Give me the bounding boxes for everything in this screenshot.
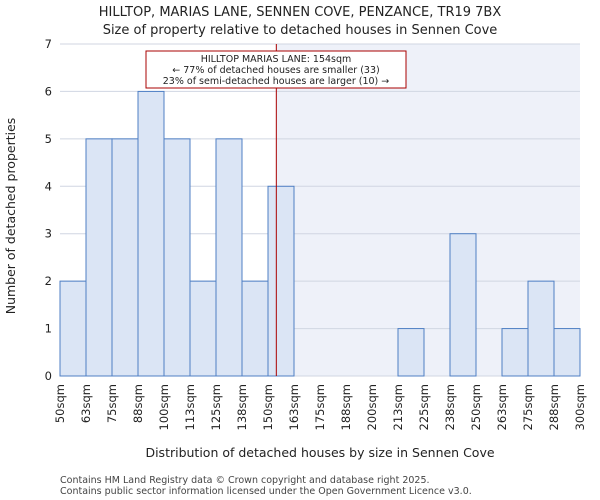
x-tick-label: 263sqm xyxy=(495,384,509,430)
bar xyxy=(111,138,139,377)
x-tick-label: 113sqm xyxy=(183,384,197,430)
annotation-box: HILLTOP MARIAS LANE: 154sqm ← 77% of det… xyxy=(145,50,407,89)
bar xyxy=(449,233,477,377)
x-tick-label: 163sqm xyxy=(287,384,301,430)
y-axis-label: Number of detached properties xyxy=(3,118,18,315)
bars xyxy=(59,90,581,377)
bar xyxy=(553,328,581,377)
annotation-line-2: ← 77% of detached houses are smaller (33… xyxy=(172,65,379,76)
x-tick-label: 100sqm xyxy=(157,384,171,430)
footer-line-2: Contains public sector information licen… xyxy=(60,486,472,497)
x-axis-label: Distribution of detached houses by size … xyxy=(145,445,494,460)
x-tick-label: 50sqm xyxy=(53,384,67,423)
y-tick-label: 1 xyxy=(45,322,52,336)
x-tick-labels: 50sqm 63sqm 75sqm 88sqm 100sqm 113sqm 125sqm 13… xyxy=(53,384,587,430)
y-tick-label: 2 xyxy=(45,274,52,288)
annotation-line-3: 23% of semi-detached houses are larger (… xyxy=(163,76,390,87)
bar xyxy=(59,280,87,377)
footer-line-1: Contains HM Land Registry data © Crown c… xyxy=(60,475,430,486)
bar xyxy=(397,328,425,377)
bar xyxy=(267,185,295,377)
annotation-line-1: HILLTOP MARIAS LANE: 154sqm xyxy=(201,54,352,65)
x-tick-label: 200sqm xyxy=(365,384,379,430)
x-tick-label: 125sqm xyxy=(209,384,223,430)
x-tick-label: 250sqm xyxy=(469,384,483,430)
x-tick-label: 288sqm xyxy=(547,384,561,430)
bar xyxy=(215,138,243,377)
x-tick-label: 188sqm xyxy=(339,384,353,430)
x-tick-label: 175sqm xyxy=(313,384,327,430)
bar xyxy=(501,328,529,377)
chart-subtitle: Size of property relative to detached ho… xyxy=(103,23,498,38)
bar xyxy=(163,138,191,377)
x-tick-label: 63sqm xyxy=(79,384,93,423)
bar xyxy=(137,90,165,377)
bar xyxy=(527,280,555,377)
x-tick-label: 238sqm xyxy=(443,384,457,430)
y-tick-label: 5 xyxy=(45,132,52,146)
y-tick-label: 7 xyxy=(45,37,52,51)
y-tick-label: 4 xyxy=(45,179,52,193)
bar xyxy=(85,138,113,377)
bar xyxy=(189,280,217,377)
x-tick-label: 225sqm xyxy=(417,384,431,430)
y-tick-label: 3 xyxy=(45,227,52,241)
y-tick-label: 6 xyxy=(45,84,52,98)
x-tick-label: 138sqm xyxy=(235,384,249,430)
bar xyxy=(241,280,269,377)
x-tick-label: 150sqm xyxy=(261,384,275,430)
x-tick-label: 300sqm xyxy=(573,384,587,430)
x-tick-label: 88sqm xyxy=(131,384,145,423)
chart-title: HILLTOP, MARIAS LANE, SENNEN COVE, PENZA… xyxy=(99,5,502,20)
y-tick-labels: 0 1 2 3 4 5 6 7 xyxy=(45,37,52,383)
y-tick-label: 0 xyxy=(45,369,52,383)
x-tick-label: 213sqm xyxy=(391,384,405,430)
x-tick-label: 75sqm xyxy=(105,384,119,423)
x-tick-label: 275sqm xyxy=(521,384,535,430)
